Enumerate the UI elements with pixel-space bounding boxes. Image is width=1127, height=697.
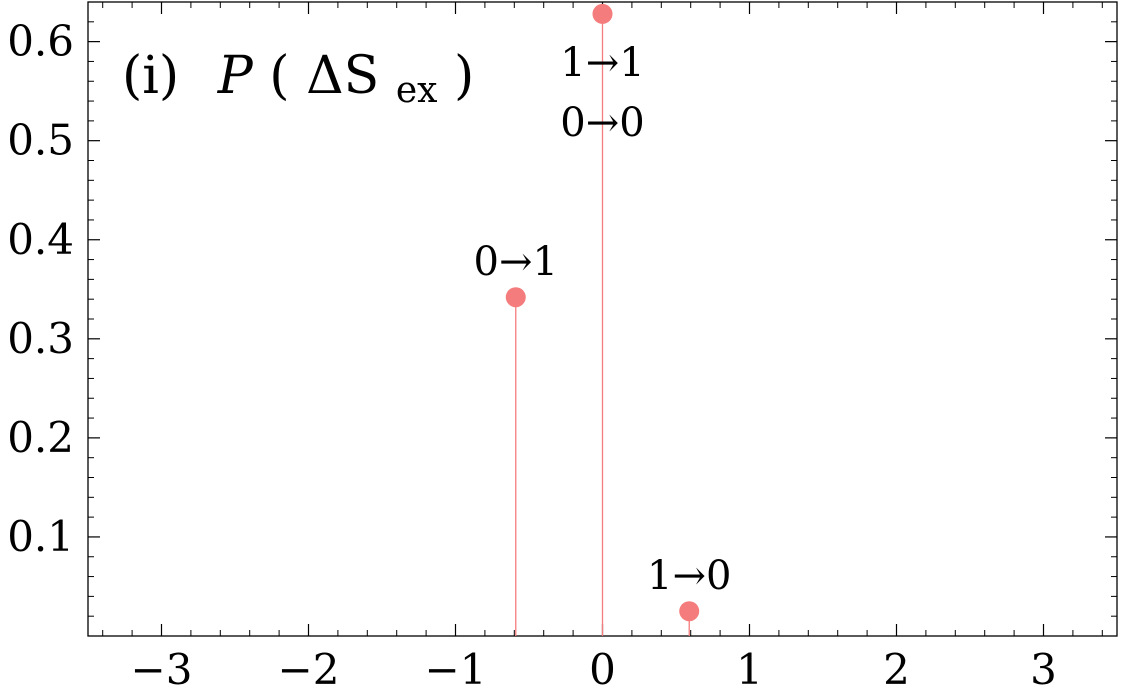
title-paren-close: ) <box>454 46 474 106</box>
x-tick-label: 2 <box>883 645 910 694</box>
point-label: 0→0 <box>560 100 644 146</box>
title-prefix: (i) <box>122 46 179 106</box>
point-annotations: 0→1 1→1 0→0 1→0 <box>474 40 732 599</box>
y-tick-label: 0.6 <box>7 17 74 66</box>
y-tick-label: 0.4 <box>7 215 74 264</box>
data-point <box>505 287 526 308</box>
point-label: 1→0 <box>647 553 731 599</box>
title-func: P <box>217 46 254 106</box>
x-tick-label: −1 <box>425 645 487 694</box>
minor-ticks <box>88 1 1117 636</box>
point-label: 0→1 <box>474 239 558 285</box>
y-tick-label: 0.1 <box>7 512 74 561</box>
x-tick-label: 3 <box>1030 645 1057 694</box>
tick-labels: −3 −2 −1 0 1 2 3 0.1 0.2 0.3 0.4 0.5 0.6 <box>7 17 1057 694</box>
x-tick-label: 1 <box>736 645 763 694</box>
x-tick-label: −3 <box>131 645 193 694</box>
x-tick-label: 0 <box>589 645 616 694</box>
title-symbol: ΔS <box>306 46 379 106</box>
y-tick-label: 0.5 <box>7 116 74 165</box>
data-points <box>505 3 700 622</box>
x-tick-label: −2 <box>278 645 340 694</box>
data-point <box>592 3 613 24</box>
chart-title: (i) P ( ΔS ex ) <box>122 46 474 115</box>
point-label: 1→1 <box>560 40 644 86</box>
title-subscript: ex <box>396 70 438 111</box>
y-tick-label: 0.3 <box>7 314 74 363</box>
title-paren-open: ( <box>269 46 289 106</box>
data-point <box>679 601 700 622</box>
major-ticks <box>88 2 1117 636</box>
y-tick-label: 0.2 <box>7 413 74 462</box>
